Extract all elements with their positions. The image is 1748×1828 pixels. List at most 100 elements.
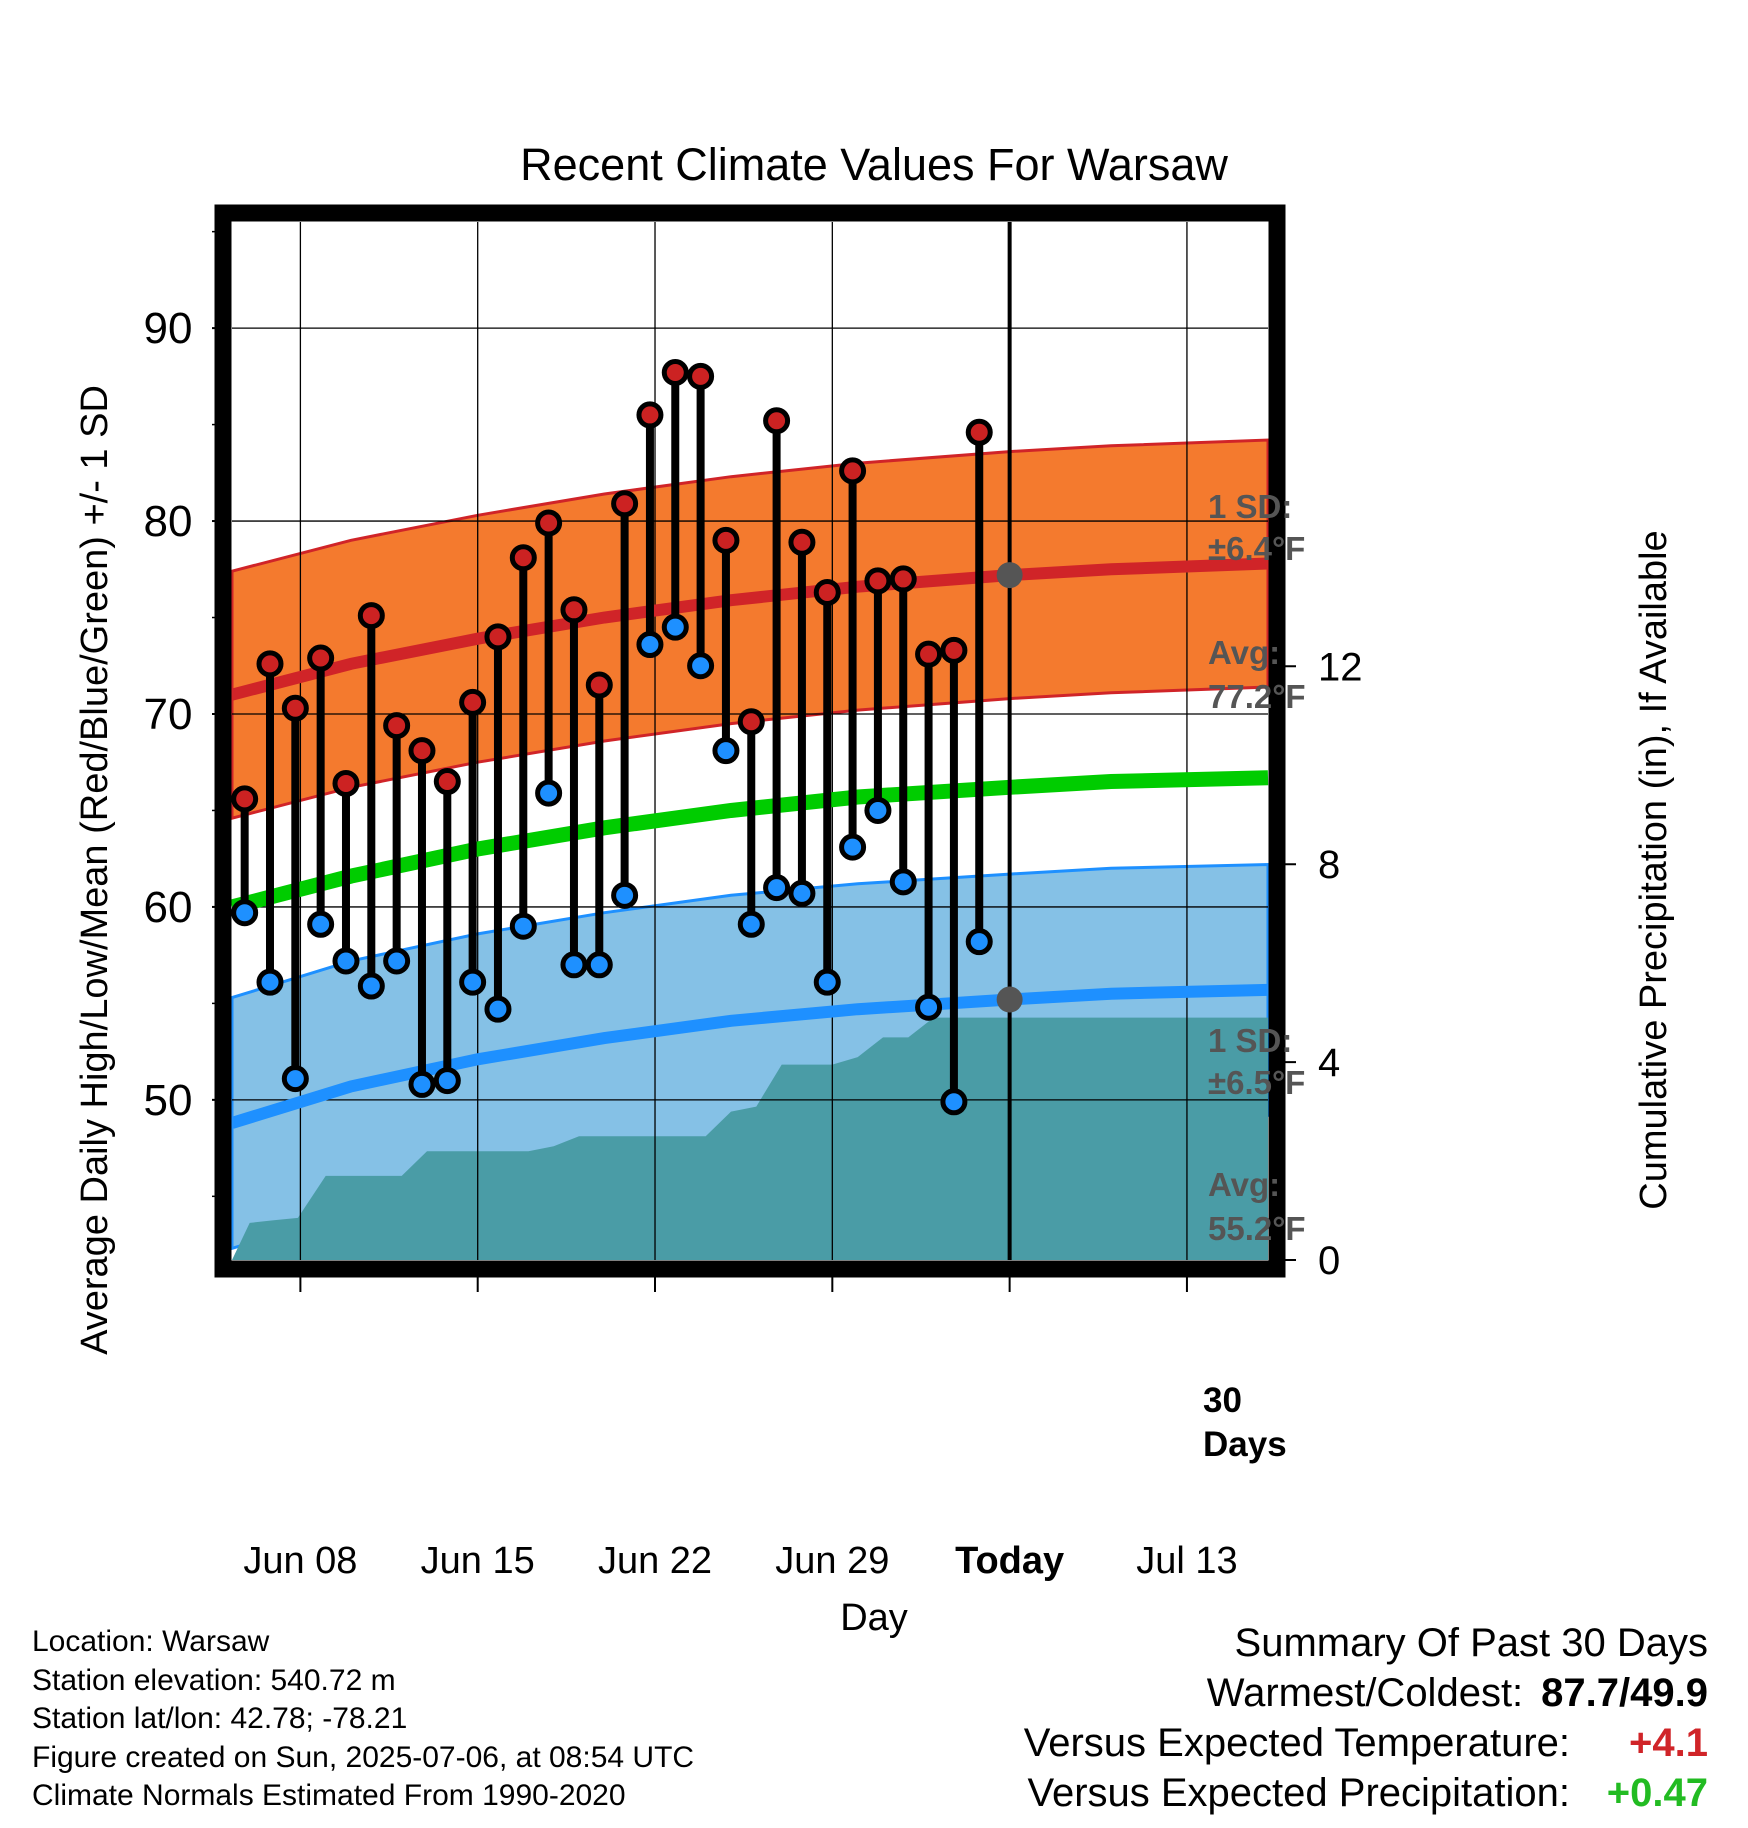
high-point-13	[560, 596, 588, 624]
low-avg-value: 55.2°F	[1208, 1210, 1306, 1247]
x-tick-label-0: Jun 08	[243, 1540, 357, 1582]
low-point-9	[459, 968, 487, 996]
high-point-16	[636, 401, 664, 429]
axes: 50 60 70 80 90 0 4 8 12 Jun 08 Jun 15 Jun 22 Jun 29 T…	[144, 230, 1363, 1582]
high-point-21	[763, 407, 791, 435]
window-label-number: 30	[1203, 1381, 1242, 1420]
summary-panel: Summary Of Past 30 Days Warmest/Coldest:…	[1024, 1618, 1708, 1818]
high-point-25	[864, 567, 892, 595]
daily-range-bars	[240, 372, 984, 1102]
low-avg-label: Avg:	[1208, 1166, 1280, 1203]
plot-frame	[214, 204, 1286, 1278]
warmest-coldest-row: Warmest/Coldest: 87.7/49.9	[1024, 1668, 1708, 1718]
temp-departure-value: +4.1	[1629, 1721, 1708, 1765]
temp-departure-row: Versus Expected Temperature: +4.1	[1024, 1718, 1708, 1768]
window-label-days: Days	[1203, 1425, 1287, 1464]
low-normal-line	[230, 983, 1269, 1129]
y2-tick-label-2: 8	[1318, 843, 1340, 887]
high-point-15	[611, 490, 639, 518]
chart-title: Recent Climate Values For Warsaw	[520, 139, 1228, 190]
low-point-21	[763, 874, 791, 902]
x-tick-label-4: Today	[955, 1540, 1064, 1582]
low-point-5	[357, 972, 385, 1000]
high-point-3	[307, 644, 335, 672]
high-point-17	[661, 358, 689, 386]
high-point-0	[231, 785, 259, 813]
low-point-26	[889, 868, 917, 896]
high-point-14	[585, 671, 613, 699]
low-point-15	[611, 881, 639, 909]
low-point-3	[307, 910, 335, 938]
low-point-25	[864, 796, 892, 824]
high-point-12	[535, 509, 563, 537]
low-point-1	[256, 968, 284, 996]
high-point-11	[509, 544, 537, 572]
y-axis-label: Average Daily High/Low/Mean (Red/Blue/Gr…	[74, 385, 116, 1355]
plot-border	[214, 204, 1286, 1278]
low-point-4	[332, 947, 360, 975]
low-point-2	[281, 1065, 309, 1093]
low-point-0	[231, 899, 259, 927]
precip-departure-label: Versus Expected Precipitation:	[1027, 1771, 1570, 1815]
low-point-16	[636, 631, 664, 659]
today-low-avg-dot	[996, 986, 1023, 1013]
low-sd-label: 1 SD:	[1208, 1022, 1292, 1059]
low-point-18	[687, 652, 715, 680]
high-point-10	[484, 623, 512, 651]
high-avg-label: Avg:	[1208, 634, 1280, 671]
high-point-26	[889, 565, 917, 593]
elevation-text: Station elevation: 540.72 m	[32, 1663, 396, 1697]
low-point-29	[965, 928, 993, 956]
high-point-29	[965, 418, 993, 446]
low-point-11	[509, 912, 537, 940]
high-point-20	[737, 708, 765, 736]
high-point-9	[459, 688, 487, 716]
low-point-24	[839, 833, 867, 861]
daily-markers	[231, 358, 1023, 1116]
x-tick-label-5: Jul 13	[1136, 1540, 1237, 1582]
high-point-1	[256, 650, 284, 678]
latlon-text: Station lat/lon: 42.78; -78.21	[32, 1702, 408, 1735]
high-point-18	[687, 362, 715, 390]
high-point-4	[332, 769, 360, 797]
location-text: Location: Warsaw	[32, 1625, 270, 1658]
low-point-12	[535, 779, 563, 807]
y-tick-label-3: 80	[144, 497, 193, 546]
low-point-23	[813, 968, 841, 996]
y-tick-label-4: 90	[144, 304, 193, 353]
high-point-24	[839, 457, 867, 485]
y2-tick-label-0: 0	[1318, 1239, 1340, 1283]
created-text: Figure created on Sun, 2025-07-06, at 08…	[32, 1740, 695, 1774]
annotations: 1 SD: ±6.4°F Avg: 77.2°F 1 SD: ±6.5°F Avg: 55.2…	[1203, 488, 1306, 1464]
low-point-19	[712, 737, 740, 765]
low-point-6	[383, 947, 411, 975]
x-tick-label-2: Jun 22	[598, 1540, 712, 1582]
low-point-14	[585, 951, 613, 979]
high-point-8	[433, 768, 461, 796]
low-point-17	[661, 613, 689, 641]
high-avg-value: 77.2°F	[1208, 678, 1306, 715]
warmest-coldest-value: 87.7/49.9	[1541, 1671, 1708, 1715]
high-point-2	[281, 694, 309, 722]
warmest-coldest-label: Warmest/Coldest:	[1206, 1671, 1524, 1715]
low-point-7	[408, 1070, 436, 1098]
summary-title: Summary Of Past 30 Days	[1234, 1621, 1708, 1665]
y-tick-label-1: 60	[144, 883, 193, 932]
today-high-avg-dot	[996, 562, 1023, 589]
low-point-10	[484, 995, 512, 1023]
low-point-28	[940, 1088, 968, 1116]
high-point-22	[788, 528, 816, 556]
high-sd-label: 1 SD:	[1208, 488, 1292, 525]
x-axis-label: Day	[840, 1597, 908, 1639]
low-sd-value: ±6.5°F	[1208, 1064, 1305, 1101]
normals-text: Climate Normals Estimated From 1990-2020	[32, 1779, 626, 1812]
low-point-27	[915, 993, 943, 1021]
y2-axis-label: Cumulative Precipitation (in), If Availa…	[1633, 530, 1675, 1209]
x-tick-label-3: Jun 29	[775, 1540, 889, 1582]
high-point-27	[915, 640, 943, 668]
low-point-22	[788, 879, 816, 907]
high-normal-line	[230, 557, 1269, 701]
y-tick-label-2: 70	[144, 690, 193, 739]
precip-departure-row: Versus Expected Precipitation: +0.47	[1024, 1768, 1708, 1818]
